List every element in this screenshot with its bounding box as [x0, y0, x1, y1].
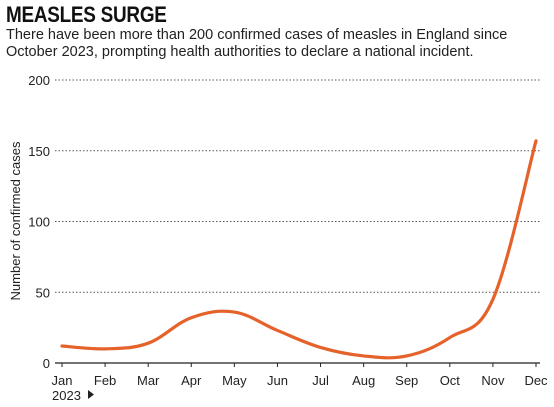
- series-line: [60, 139, 538, 360]
- series: [60, 139, 538, 360]
- y-tick-label: 150: [28, 144, 50, 159]
- y-axis-ticks: 0 50 100 150 200: [28, 73, 50, 371]
- chart-title: MEASLES SURGE: [6, 2, 167, 27]
- x-tick-label: Oct: [440, 373, 461, 388]
- x-tick-label: Jan: [52, 373, 73, 388]
- x-tick-label: Mar: [137, 373, 160, 388]
- year-label: 2023: [52, 388, 94, 403]
- y-tick-label: 0: [43, 356, 50, 371]
- x-tick-label: Aug: [352, 373, 375, 388]
- x-axis-ticks: Jan Feb Mar Apr May Jun Jul Aug Sep Oct Nov Dec: [52, 363, 548, 388]
- x-tick-label: Apr: [181, 373, 202, 388]
- x-tick-label: Jul: [312, 373, 329, 388]
- chart-subtitle: There have been more than 200 confirmed …: [6, 27, 508, 60]
- year-label-text: 2023: [52, 388, 81, 403]
- y-tick-label: 100: [28, 215, 50, 230]
- x-tick-label: Feb: [94, 373, 116, 388]
- arrow-right-icon: [88, 390, 94, 399]
- x-tick-label: May: [222, 373, 247, 388]
- x-tick-label: Nov: [481, 373, 505, 388]
- y-axis-label: Number of confirmed cases: [8, 141, 23, 300]
- x-tick-label: Jun: [267, 373, 288, 388]
- gridlines: [55, 79, 540, 364]
- y-tick-label: 50: [36, 285, 50, 300]
- x-tick-label: Dec: [524, 373, 548, 388]
- y-tick-label: 200: [28, 73, 50, 88]
- x-tick-label: Sep: [395, 373, 418, 388]
